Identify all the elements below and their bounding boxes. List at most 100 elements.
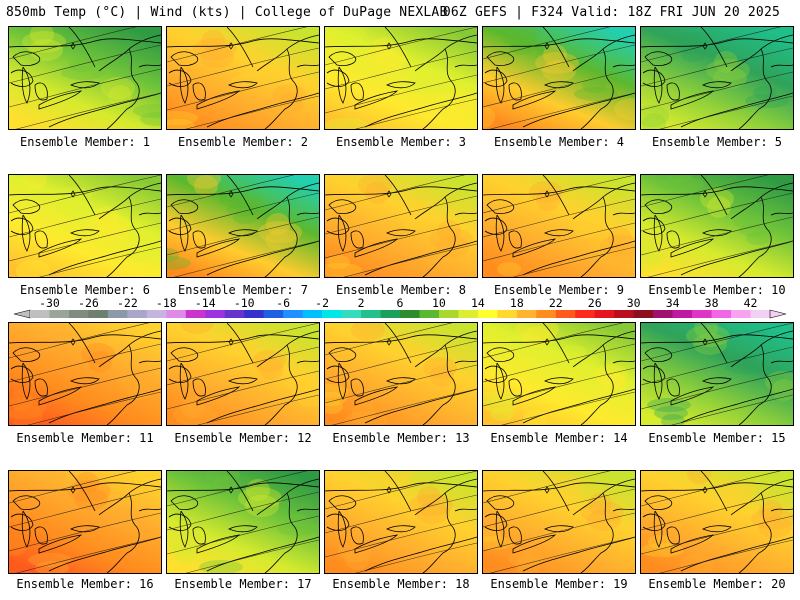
ensemble-member-label: Ensemble Member: 15 — [648, 431, 786, 445]
colorbar-swatch — [536, 310, 557, 318]
colorbar-swatch — [146, 310, 167, 318]
colorbar-swatch — [731, 310, 751, 318]
colorbar-swatch — [166, 310, 187, 318]
ensemble-member-map — [324, 26, 478, 130]
ensemble-member-label: Ensemble Member: 11 — [16, 431, 154, 445]
colorbar-tick-label: -22 — [116, 296, 138, 310]
colorbar-tick-label: -30 — [39, 296, 60, 310]
ensemble-member-map — [324, 322, 478, 426]
ensemble-member-map — [640, 174, 794, 278]
colorbar-swatch — [750, 310, 771, 318]
colorbar-tick-label: 6 — [396, 296, 404, 310]
ensemble-member-map — [8, 322, 162, 426]
ensemble-member-map — [8, 174, 162, 278]
colorbar-swatch — [711, 310, 732, 318]
colorbar-tick-label: 2 — [357, 296, 365, 310]
ensemble-member-map — [482, 322, 636, 426]
ensemble-member-map — [482, 470, 636, 574]
ensemble-member-label: Ensemble Member: 12 — [174, 431, 312, 445]
colorbar-tick-label: 26 — [587, 296, 602, 310]
ensemble-member-label: Ensemble Member: 14 — [490, 431, 628, 445]
ensemble-member-map — [324, 470, 478, 574]
colorbar-tick-label: -14 — [194, 296, 216, 310]
colorbar-swatch — [400, 310, 420, 318]
ensemble-member-label: Ensemble Member: 17 — [174, 577, 312, 591]
model-run-info: 06Z GEFS | F324 Valid: 18Z FRI JUN 20 20… — [442, 5, 780, 20]
ensemble-member-label: Ensemble Member: 19 — [490, 577, 628, 591]
colorbar-tick-label: -26 — [78, 296, 99, 310]
colorbar-swatch — [244, 310, 264, 318]
colorbar-swatch — [458, 310, 479, 318]
ensemble-member-map — [640, 26, 794, 130]
colorbar-swatch — [302, 310, 323, 318]
ensemble-member-map — [8, 26, 162, 130]
colorbar-swatch — [341, 310, 362, 318]
ensemble-member-label: Ensemble Member: 18 — [332, 577, 470, 591]
colorbar-swatch — [672, 310, 693, 318]
colorbar-swatch — [361, 310, 381, 318]
ensemble-member-map — [166, 322, 320, 426]
colorbar-swatch — [185, 310, 206, 318]
colorbar-tick-label: 10 — [432, 296, 446, 310]
colorbar-swatch — [438, 310, 459, 318]
colorbar-tick-label: 42 — [743, 296, 758, 310]
colorbar-swatch — [555, 310, 576, 318]
colorbar-swatch — [30, 310, 50, 318]
colorbar-swatch — [692, 310, 712, 318]
colorbar-swatch — [380, 310, 401, 318]
ensemble-member-map — [640, 470, 794, 574]
colorbar-swatch — [653, 310, 673, 318]
colorbar-swatch — [322, 310, 342, 318]
ensemble-member-label: Ensemble Member: 10 — [648, 283, 786, 297]
ensemble-member-map — [324, 174, 478, 278]
ensemble-member-map — [166, 26, 320, 130]
colorbar-swatch — [263, 310, 284, 318]
colorbar-tick-label: 38 — [704, 296, 719, 310]
ensemble-member-label: Ensemble Member: 2 — [177, 135, 309, 149]
colorbar-tick-label: 34 — [665, 296, 680, 310]
ensemble-member-label: Ensemble Member: 4 — [493, 135, 625, 149]
ensemble-member-label: Ensemble Member: 9 — [493, 283, 625, 297]
colorbar-tick-label: 22 — [548, 296, 563, 310]
ensemble-member-label: Ensemble Member: 13 — [332, 431, 470, 445]
colorbar-swatch — [477, 310, 498, 318]
colorbar-swatch — [49, 310, 70, 318]
colorbar-swatch — [205, 310, 226, 318]
ensemble-member-label: Ensemble Member: 7 — [177, 283, 309, 297]
ensemble-member-map — [640, 322, 794, 426]
ensemble-member-label: Ensemble Member: 5 — [651, 135, 783, 149]
ensemble-member-label: Ensemble Member: 6 — [19, 283, 151, 297]
colorbar-swatch — [224, 310, 245, 318]
ensemble-member-label: Ensemble Member: 16 — [16, 577, 154, 591]
colorbar-swatch — [594, 310, 615, 318]
colorbar-tick-label: -6 — [276, 296, 291, 310]
ensemble-member-label: Ensemble Member: 8 — [335, 283, 467, 297]
ensemble-member-map — [482, 26, 636, 130]
ensemble-member-map — [166, 174, 320, 278]
colorbar-swatch — [614, 310, 634, 318]
colorbar-swatch — [419, 310, 440, 318]
ensemble-member-map — [8, 470, 162, 574]
colorbar-swatch — [88, 310, 109, 318]
colorbar-swatch — [516, 310, 537, 318]
colorbar-tick-label: 18 — [509, 296, 524, 310]
ensemble-member-label: Ensemble Member: 1 — [19, 135, 151, 149]
colorbar-swatch — [107, 310, 128, 318]
ensemble-member-label: Ensemble Member: 3 — [335, 135, 467, 149]
colorbar-swatch — [633, 310, 654, 318]
colorbar-tick-label: 30 — [626, 296, 641, 310]
map-title: 850mb Temp (°C) | Wind (kts) | College o… — [6, 5, 448, 20]
colorbar-swatch — [68, 310, 89, 318]
colorbar-swatch — [575, 310, 596, 318]
colorbar-swatch — [497, 310, 518, 318]
colorbar-tick-label: -2 — [315, 296, 330, 310]
ensemble-member-label: Ensemble Member: 20 — [648, 577, 786, 591]
colorbar-tick-label: -10 — [233, 296, 255, 310]
ensemble-member-map — [166, 470, 320, 574]
temperature-colorbar — [13, 309, 787, 319]
colorbar-swatch — [127, 310, 148, 318]
colorbar-tick-label: -18 — [155, 296, 177, 310]
colorbar-tick-label: 14 — [470, 296, 485, 310]
colorbar-swatch — [283, 310, 303, 318]
